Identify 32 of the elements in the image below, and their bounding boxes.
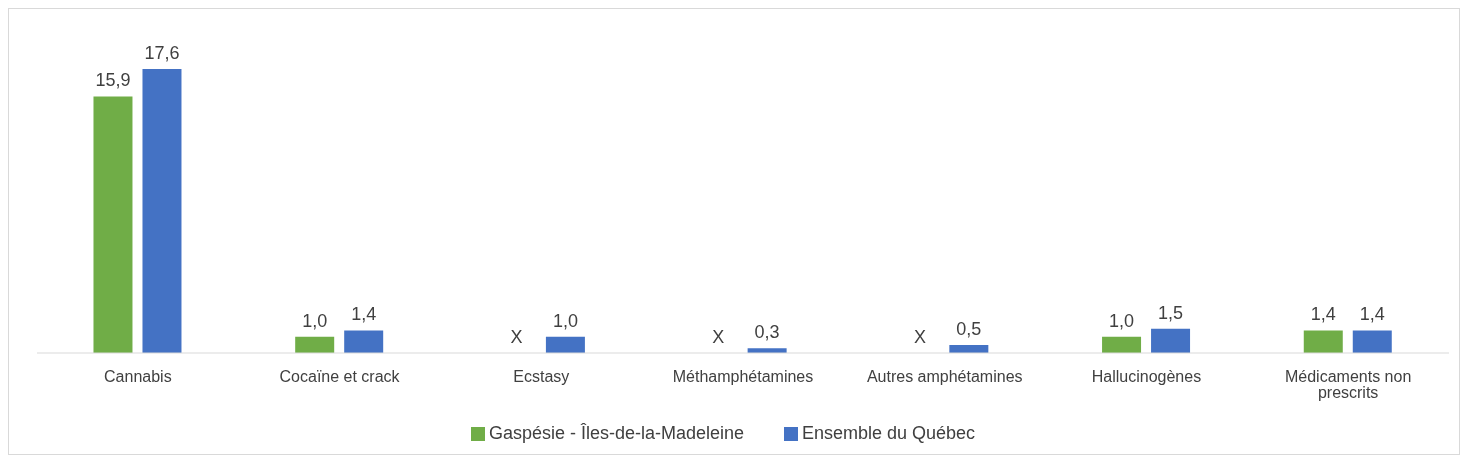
bar xyxy=(93,96,133,353)
x-tick-label: Cannabis xyxy=(104,368,172,386)
x-tick-label: Hallucinogènes xyxy=(1091,368,1202,386)
data-label: 1,4 xyxy=(351,304,377,325)
data-label: 1,4 xyxy=(1359,304,1385,325)
bar xyxy=(344,330,384,353)
x-tick-label: Médicaments non prescrits xyxy=(1284,368,1412,402)
bar xyxy=(1102,336,1142,353)
bar xyxy=(1303,330,1343,353)
x-tick-label: Ecstasy xyxy=(513,368,570,386)
x-tick-label: Méthamphétamines xyxy=(672,368,814,386)
data-label: 0,3 xyxy=(754,322,780,343)
bar xyxy=(1352,330,1392,353)
legend-label: Ensemble du Québec xyxy=(802,423,976,443)
data-label: 1,0 xyxy=(1109,310,1135,331)
text: X xyxy=(510,327,523,347)
legend-label: Gaspésie - Îles-de-la-Madeleine xyxy=(488,423,744,443)
data-label: 15,9 xyxy=(95,70,131,91)
text: X xyxy=(914,327,927,347)
bar xyxy=(545,336,585,353)
text: X xyxy=(712,327,725,347)
bar xyxy=(142,69,182,353)
data-label: 17,6 xyxy=(144,43,180,63)
data-label: 1,0 xyxy=(552,310,578,331)
bar xyxy=(1151,328,1191,353)
data-label: 0,5 xyxy=(956,318,982,339)
x-tick-label: Cocaïne et crack xyxy=(279,368,401,386)
x-tick-label: Autres amphétamines xyxy=(866,368,1023,386)
data-label: 1,4 xyxy=(1310,304,1336,325)
data-label: 1,5 xyxy=(1158,302,1184,323)
bar xyxy=(295,336,335,353)
data-label: 1,0 xyxy=(302,310,328,331)
